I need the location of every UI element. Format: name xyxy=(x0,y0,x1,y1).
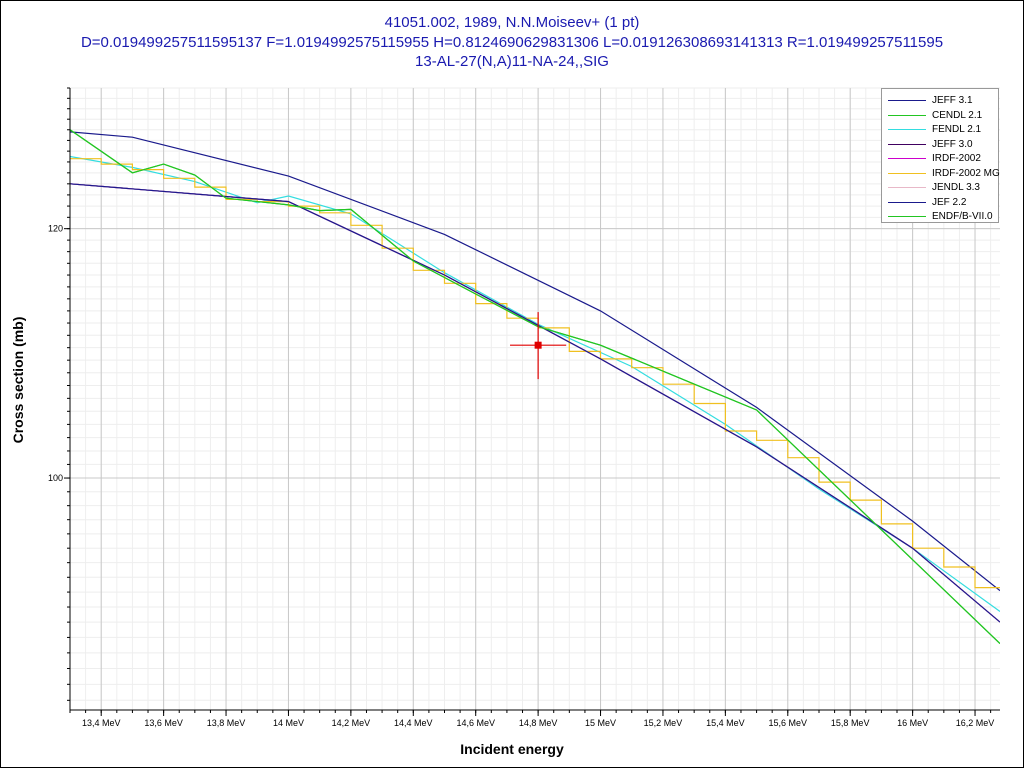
legend-label: IRDF-2002 xyxy=(932,153,981,164)
y-axis-label: Cross section (mb) xyxy=(10,316,26,444)
legend-item: JEFF 3.1 xyxy=(882,94,1000,108)
x-tick-label: 14,8 MeV xyxy=(519,718,558,728)
legend-swatch xyxy=(888,100,926,101)
experimental-point-group xyxy=(510,312,567,380)
legend-item: ENDF/B-VII.0 xyxy=(882,210,1000,224)
series-line-8 xyxy=(70,129,1000,645)
y-tick-label: 120 xyxy=(48,224,63,234)
legend-swatch xyxy=(888,187,926,188)
legend-swatch xyxy=(888,143,926,145)
legend-item: JENDL 3.3 xyxy=(882,181,1000,195)
legend-item: IRDF-2002 MG xyxy=(882,167,1000,181)
legend-swatch xyxy=(888,216,926,217)
x-tick-label: 15,2 MeV xyxy=(644,718,683,728)
legend-swatch xyxy=(888,129,926,130)
legend-swatch xyxy=(888,172,926,174)
plot-area xyxy=(70,88,1000,710)
x-tick-label: 15,4 MeV xyxy=(706,718,745,728)
x-tick-label: 16,2 MeV xyxy=(956,718,995,728)
legend-item: FENDL 2.1 xyxy=(882,123,1000,137)
x-axis-label: Incident energy xyxy=(460,741,564,757)
x-tick-label: 14,6 MeV xyxy=(456,718,495,728)
chart-title: 41051.002, 1989, N.N.Moiseev+ (1 pt) xyxy=(384,14,640,31)
x-tick-label: 15,8 MeV xyxy=(831,718,870,728)
legend-swatch xyxy=(888,114,926,116)
x-tick-label: 14,2 MeV xyxy=(332,718,371,728)
x-tick-label: 15,6 MeV xyxy=(769,718,808,728)
x-tick-label: 16 MeV xyxy=(897,718,928,728)
chart-parameters: D=0.019499257511595137 F=1.0194992575115… xyxy=(80,34,944,51)
legend-label: IRDF-2002 MG xyxy=(932,167,1000,179)
x-tick-label: 13,6 MeV xyxy=(144,718,183,728)
chart-reaction: 13-AL-27(N,A)11-NA-24,,SIG xyxy=(415,53,609,70)
legend: JEFF 3.1 CENDL 2.1 FENDL 2.1 JEFF 3.0 IRDF-2… xyxy=(881,88,1000,224)
series-line-0 xyxy=(70,131,1000,592)
legend-label: JENDL 3.3 xyxy=(932,182,980,193)
legend-label: ENDF/B-VII.0 xyxy=(932,211,993,222)
x-tick-label: 13,8 MeV xyxy=(207,718,246,728)
x-tick-label: 15 MeV xyxy=(585,718,616,728)
legend-label: CENDL 2.1 xyxy=(932,109,983,121)
legend-item: CENDL 2.1 xyxy=(882,109,1000,123)
legend-label: JEFF 3.1 xyxy=(932,95,973,106)
legend-item: JEFF 3.0 xyxy=(882,138,1000,152)
x-tick-label: 14,4 MeV xyxy=(394,718,433,728)
data-point xyxy=(534,341,542,349)
y-tick-label: 100 xyxy=(48,473,63,483)
legend-label: JEF 2.2 xyxy=(932,196,967,208)
x-tick-label: 14 MeV xyxy=(273,718,304,728)
legend-label: JEFF 3.0 xyxy=(932,138,973,150)
legend-swatch xyxy=(888,201,926,203)
x-tick-label: 13,4 MeV xyxy=(82,718,121,728)
legend-item: IRDF-2002 xyxy=(882,152,1000,166)
series-line-7 xyxy=(70,183,1000,623)
legend-item: JEF 2.2 xyxy=(882,196,1000,210)
legend-swatch xyxy=(888,158,926,159)
legend-label: FENDL 2.1 xyxy=(932,124,982,135)
